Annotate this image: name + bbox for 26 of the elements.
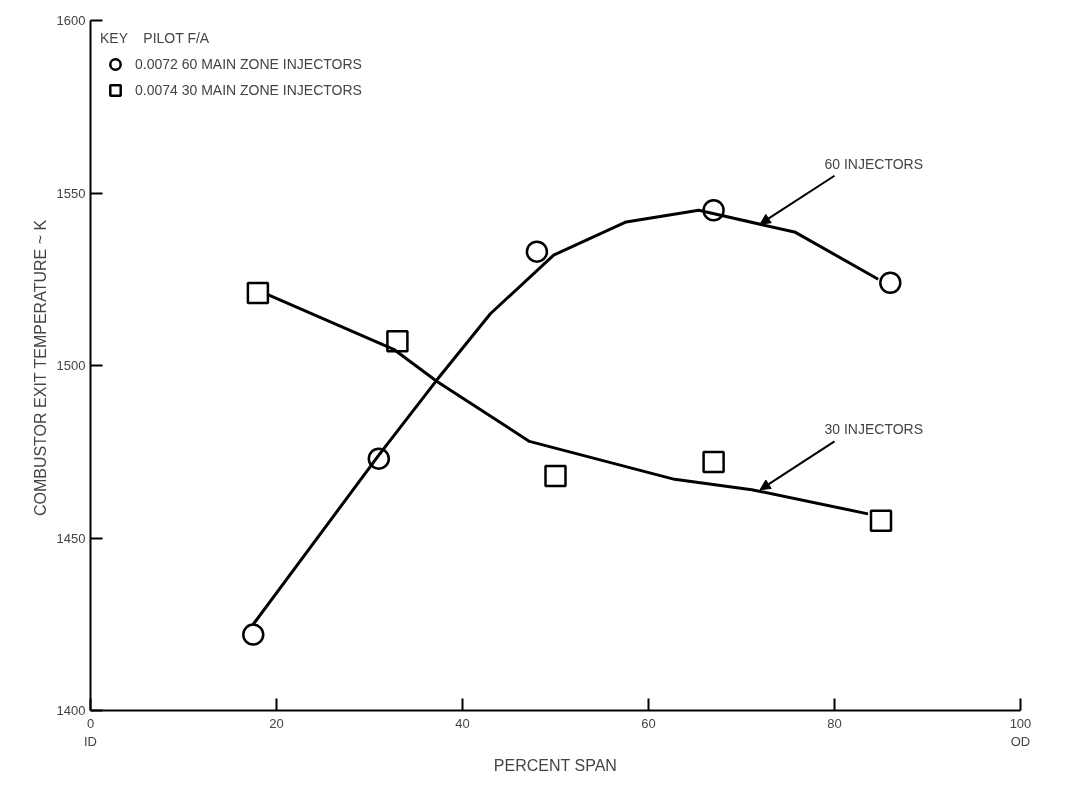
legend-label: 0.0074 30 MAIN ZONE INJECTORS: [135, 82, 362, 98]
x-tick-label: 100 OD: [1009, 715, 1032, 749]
y-axis-title: COMBUSTOR EXIT TEMPERATURE ~ K: [31, 219, 49, 517]
point: [242, 623, 265, 646]
point: [879, 271, 902, 294]
point: [702, 450, 725, 474]
annotation: 30 INJECTORS: [824, 421, 924, 438]
x-tick-label: 60: [641, 715, 656, 731]
point: [869, 509, 893, 532]
x-tick-label: 0 ID: [84, 715, 97, 749]
y-tick-label: 1400: [56, 703, 86, 718]
legend-title: KEY PILOT F/A: [100, 30, 211, 46]
legend-label: 0.0072 60 MAIN ZONE INJECTORS: [135, 56, 362, 72]
x-tick-label: 20: [269, 715, 284, 731]
x-axis-title: PERCENT SPAN: [493, 756, 617, 774]
x-tick-label: 80: [827, 715, 842, 731]
y-tick-label: 1450: [56, 530, 86, 546]
point: [386, 330, 409, 353]
y-tick-label: 1500: [56, 358, 86, 373]
point: [544, 464, 567, 488]
x-tick-label: 40: [455, 715, 470, 731]
point: [525, 240, 549, 263]
point: [246, 281, 270, 305]
y-tick-label: 1600: [56, 13, 86, 28]
y-tick-label: 1550: [56, 185, 86, 201]
annotation: 60 INJECTORS: [824, 155, 924, 172]
